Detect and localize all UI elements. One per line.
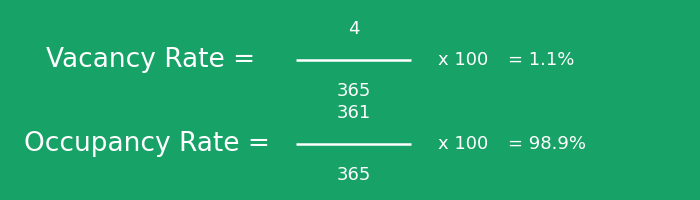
Text: Vacancy Rate =: Vacancy Rate =: [46, 47, 256, 73]
Text: = 98.9%: = 98.9%: [508, 135, 585, 153]
Text: 361: 361: [337, 104, 370, 122]
Text: Occupancy Rate =: Occupancy Rate =: [24, 131, 270, 157]
Text: 365: 365: [336, 82, 371, 100]
Text: 365: 365: [336, 166, 371, 184]
Text: 4: 4: [348, 20, 359, 38]
Text: = 1.1%: = 1.1%: [508, 51, 574, 69]
Text: x 100: x 100: [438, 135, 488, 153]
Text: x 100: x 100: [438, 51, 488, 69]
